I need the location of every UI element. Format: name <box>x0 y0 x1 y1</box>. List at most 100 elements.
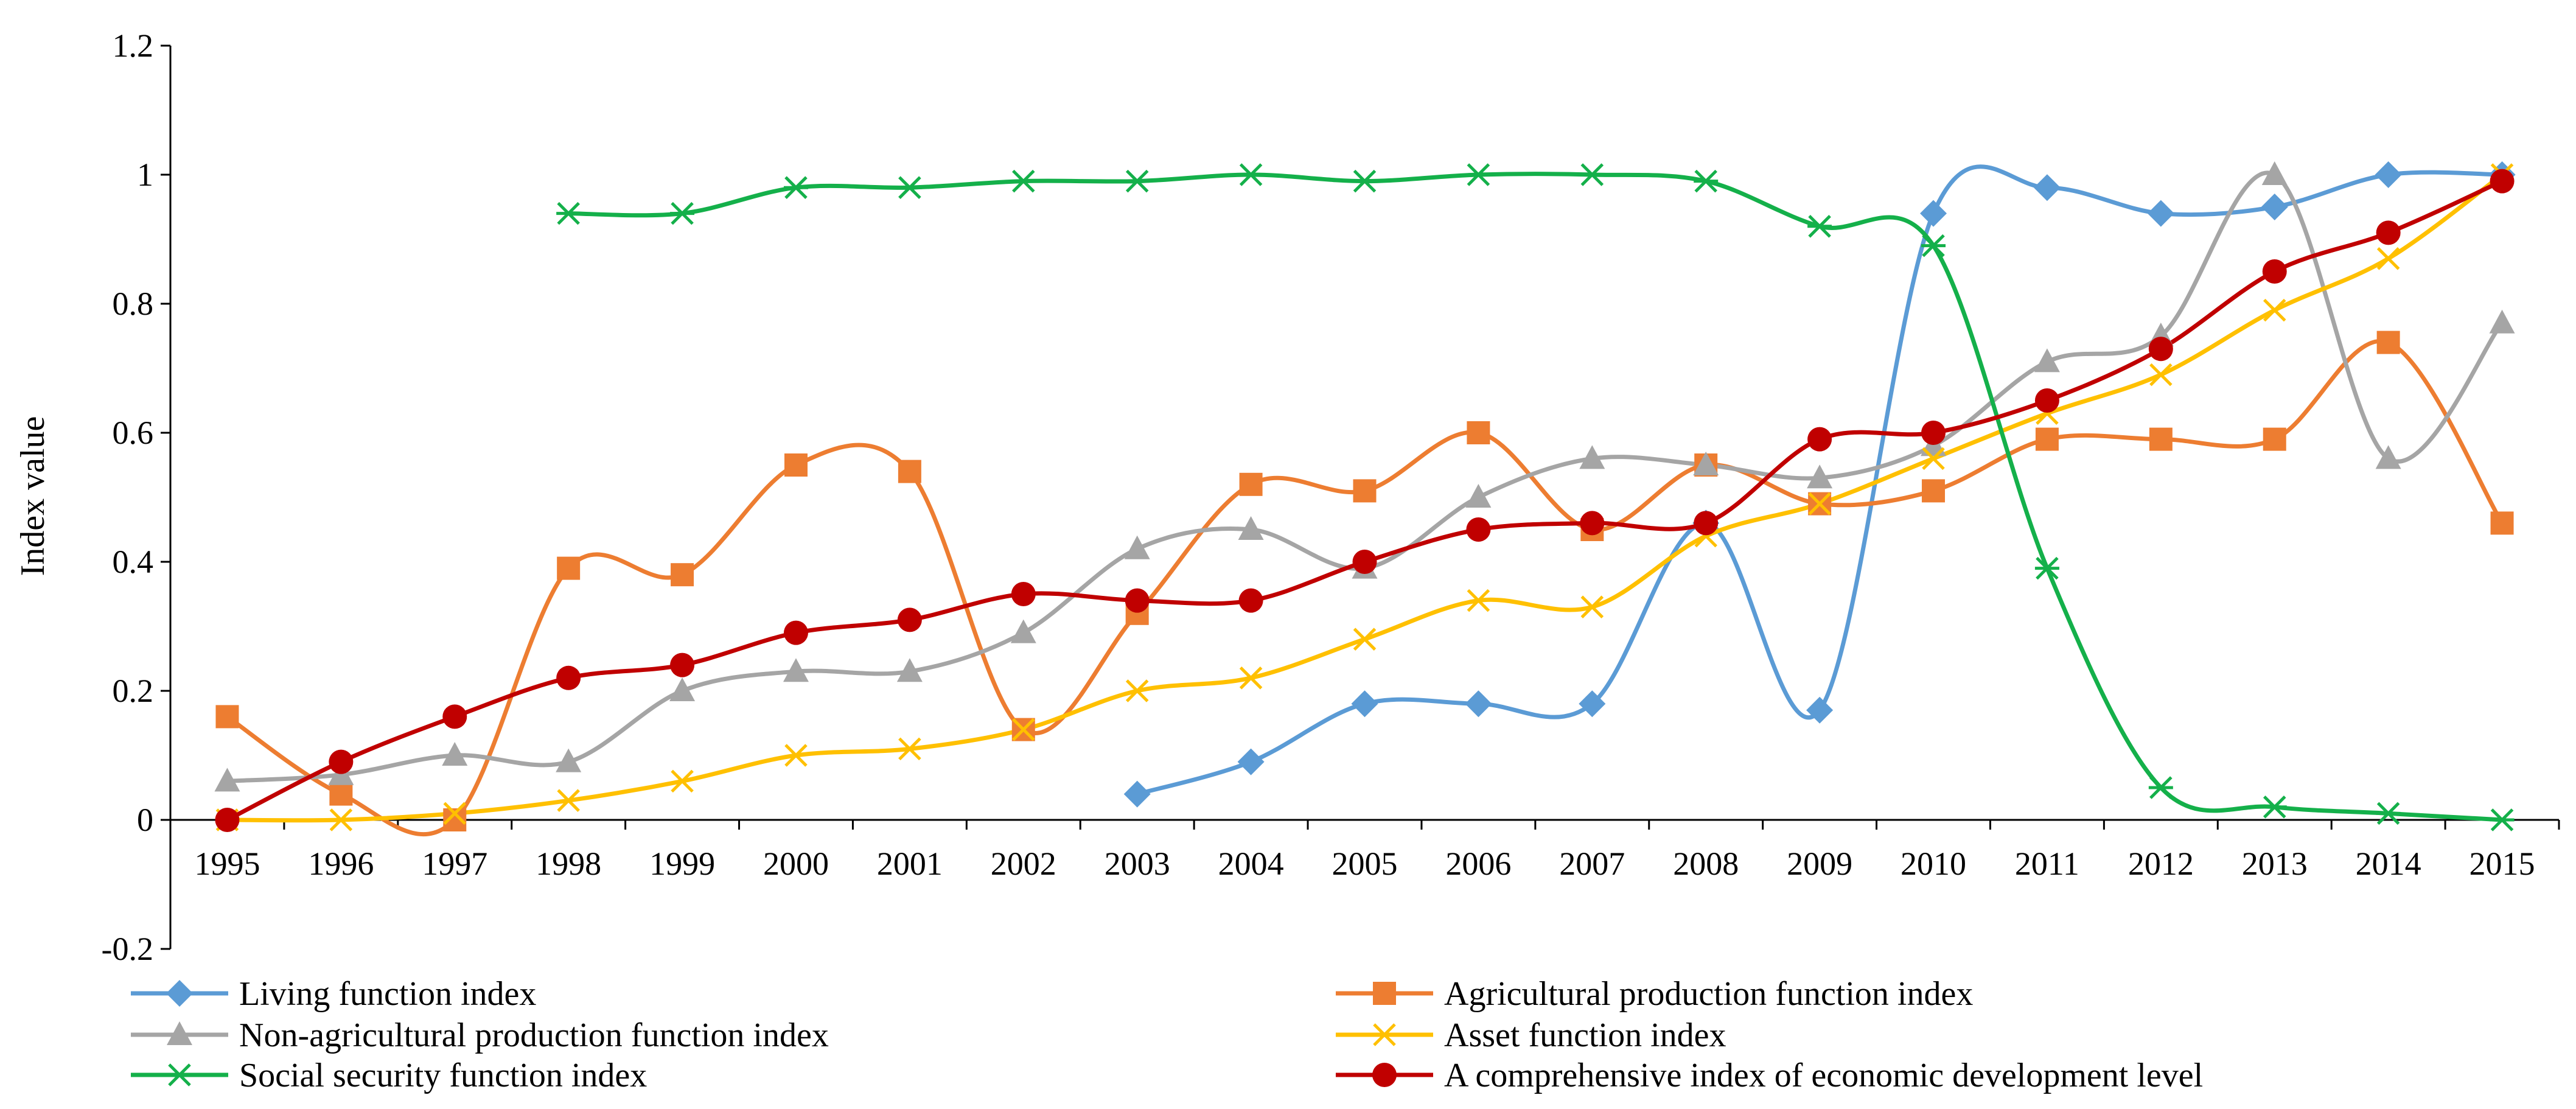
data-point-s1-2005 <box>1351 690 1378 718</box>
x-tick-label: 2000 <box>763 845 829 882</box>
x-tick-label: 2004 <box>1218 845 1284 882</box>
data-point-s3-1997 <box>442 742 468 766</box>
data-point-s6-2001 <box>897 607 922 632</box>
data-point-s6-1995 <box>215 808 240 832</box>
data-point-s4-1998 <box>557 789 580 812</box>
legend-marker <box>167 1021 192 1045</box>
data-point-s5-2002 <box>1011 169 1036 193</box>
data-point-s5-2003 <box>1125 169 1150 193</box>
data-point-s4-2000 <box>784 744 808 767</box>
data-point-s4-2003 <box>1125 679 1149 702</box>
data-point-s2-2005 <box>1353 479 1377 503</box>
legend-label: Living function index <box>239 975 536 1013</box>
y-tick-label: 0.2 <box>113 673 154 709</box>
data-point-s1-2004 <box>1237 748 1265 775</box>
legend-label: Social security function index <box>239 1057 647 1094</box>
data-point-s4-2006 <box>1467 589 1490 612</box>
data-point-s2-2012 <box>2149 427 2173 451</box>
data-point-s1-2014 <box>2375 161 2402 188</box>
x-tick-label: 2011 <box>2015 845 2079 882</box>
data-point-s4-2002 <box>1012 718 1035 741</box>
data-point-s3-2009 <box>1807 464 1833 489</box>
data-point-s5-1999 <box>670 201 695 225</box>
data-point-s6-1996 <box>329 749 354 774</box>
data-point-s3-2006 <box>1465 484 1492 508</box>
data-point-s5-2015 <box>2490 808 2515 831</box>
data-point-s6-2003 <box>1125 588 1150 613</box>
data-point-s4-2007 <box>1580 595 1604 618</box>
data-point-s4-1996 <box>329 808 353 831</box>
y-tick-label: 1.2 <box>113 27 154 64</box>
series-markers <box>214 161 2516 832</box>
data-point-s6-2014 <box>2376 220 2401 245</box>
data-point-s2-1998 <box>557 556 581 580</box>
data-point-s6-2008 <box>1694 511 1719 536</box>
data-point-s5-2004 <box>1238 163 1263 186</box>
data-point-s5-2000 <box>783 176 808 199</box>
data-point-s1-2007 <box>1579 690 1606 718</box>
data-point-s2-2006 <box>1467 421 1490 444</box>
data-point-s3-2007 <box>1579 445 1605 469</box>
x-tick-label: 2010 <box>1901 845 1966 882</box>
x-tick-label: 1998 <box>536 845 601 882</box>
data-point-s6-2000 <box>783 620 808 645</box>
legend: Living function index Agricultural produc… <box>131 975 2203 1094</box>
data-point-s5-2014 <box>2376 802 2401 825</box>
data-point-s2-1996 <box>329 782 353 806</box>
x-tick-label: 2008 <box>1673 845 1739 882</box>
data-point-s6-2010 <box>1921 421 1946 445</box>
data-point-s1-2012 <box>2147 200 2174 227</box>
data-point-s6-2004 <box>1238 588 1263 613</box>
data-point-s1-2013 <box>2261 194 2288 220</box>
data-point-s5-2006 <box>1466 163 1491 186</box>
data-point-s4-1999 <box>671 769 694 793</box>
data-point-s3-1998 <box>556 748 582 772</box>
data-point-s5-2010 <box>1921 234 1946 257</box>
data-point-s3-2000 <box>783 658 809 682</box>
data-point-s1-2011 <box>2033 174 2061 201</box>
series-line-4 <box>227 173 2504 823</box>
data-point-s5-2008 <box>1694 169 1719 193</box>
data-point-s4-2009 <box>1808 492 1831 516</box>
legend-marker <box>166 980 193 1007</box>
data-point-s1-2003 <box>1123 780 1151 808</box>
x-tick-label: 2001 <box>877 845 943 882</box>
legend-label: Asset function index <box>1444 1016 1726 1054</box>
data-point-s6-2002 <box>1011 582 1036 606</box>
data-point-s5-1998 <box>556 201 581 225</box>
data-point-s5-2009 <box>1807 215 1832 238</box>
data-point-s4-2013 <box>2263 298 2286 322</box>
x-tick-label: 2013 <box>2242 845 2308 882</box>
data-point-s3-1999 <box>669 677 696 701</box>
data-point-s3-2015 <box>2489 309 2515 334</box>
series-line-1 <box>1136 164 2502 796</box>
series-line-5 <box>568 172 2502 822</box>
y-tick-label: 0 <box>137 802 153 838</box>
data-point-s4-2004 <box>1239 666 1263 690</box>
data-point-s2-2010 <box>1922 479 1946 503</box>
legend-marker <box>167 1063 192 1086</box>
x-tick-label: 1995 <box>194 845 260 882</box>
data-point-s2-2004 <box>1239 472 1263 496</box>
series-line-2 <box>226 338 2504 836</box>
y-tick-label: 0.4 <box>113 544 154 580</box>
data-point-s6-2007 <box>1580 511 1605 536</box>
data-point-s3-2002 <box>1010 619 1036 643</box>
data-point-s5-2005 <box>1352 169 1377 193</box>
data-point-s6-1999 <box>670 652 695 677</box>
data-point-s6-1998 <box>556 665 581 690</box>
data-point-s4-2012 <box>2149 363 2173 387</box>
data-point-s2-2015 <box>2490 511 2514 535</box>
data-point-s3-2014 <box>2375 445 2401 469</box>
series-line-3 <box>227 170 2504 783</box>
data-point-s3-1995 <box>214 768 240 792</box>
data-point-s2-2000 <box>784 453 808 477</box>
data-point-s6-2011 <box>2034 388 2059 413</box>
data-point-s4-2014 <box>2376 247 2400 270</box>
legend-marker <box>1373 982 1396 1005</box>
data-point-s2-2001 <box>898 460 921 483</box>
y-axis-title: Index value <box>14 416 52 576</box>
data-point-s4-2010 <box>1922 447 1945 471</box>
data-point-s2-2014 <box>2376 331 2400 354</box>
